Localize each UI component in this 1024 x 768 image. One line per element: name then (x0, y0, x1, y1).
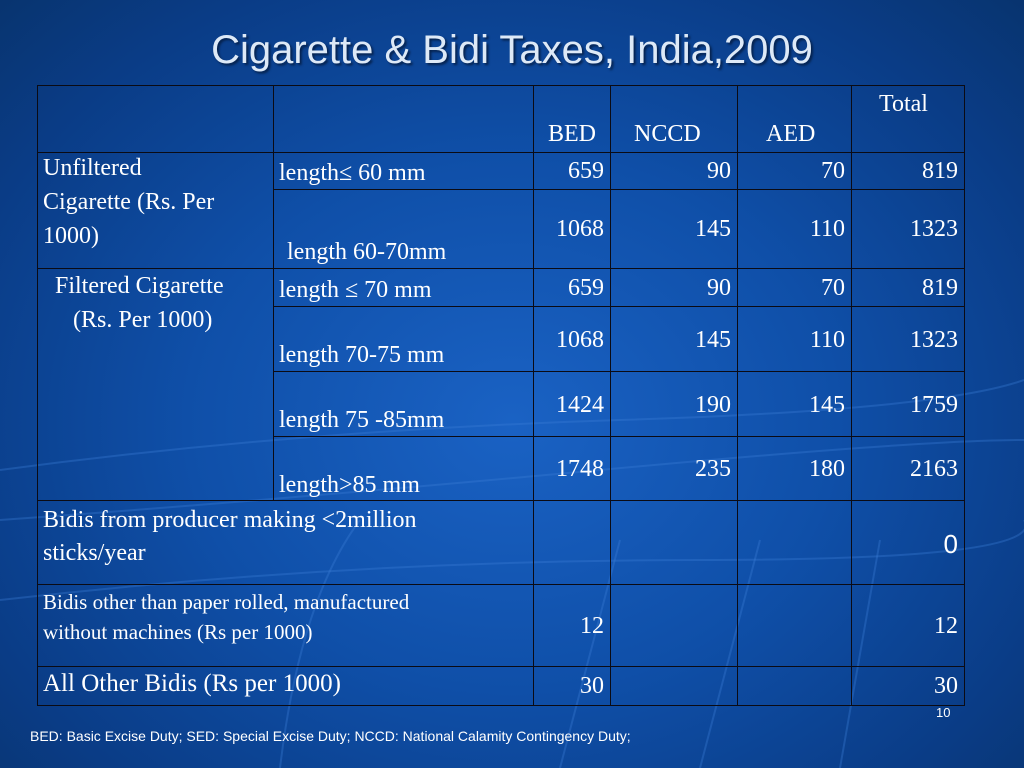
cell-bed: 30 (580, 673, 604, 699)
table-border (37, 666, 965, 667)
cell-total: 30 (934, 673, 958, 699)
header-nccd: NCCD (634, 121, 701, 147)
table-border (533, 85, 534, 705)
table-border (851, 85, 852, 705)
group-unfiltered-line3: 1000) (43, 223, 99, 249)
cell-nccd: 90 (707, 158, 731, 184)
cell-total: 2163 (910, 456, 958, 482)
cell-aed: 180 (809, 456, 845, 482)
group-filtered-line2: (Rs. Per 1000) (73, 307, 213, 333)
table-border (273, 85, 274, 500)
cell-aed: 110 (809, 216, 845, 242)
cell-total: 1759 (910, 392, 958, 418)
cell-total: 819 (922, 275, 958, 301)
table-border (273, 436, 965, 437)
cell-bed: 659 (568, 158, 604, 184)
cell-aed: 145 (809, 392, 845, 418)
bidi-label-line1: All Other Bidis (Rs per 1000) (43, 670, 341, 697)
bidi-label-line2: sticks/year (43, 540, 146, 566)
table-border (964, 85, 965, 705)
header-total: Total (879, 91, 928, 117)
row-label: length>85 mm (279, 472, 420, 498)
table-border (273, 152, 965, 153)
row-label: length 60-70mm (287, 239, 447, 265)
row-label: length ≤ 70 mm (279, 277, 432, 303)
table-border (273, 371, 965, 372)
table-border (37, 152, 274, 153)
table-border (37, 500, 965, 501)
table-border (37, 85, 38, 705)
row-label: length 75 -85mm (279, 407, 445, 433)
cell-bed: 12 (580, 613, 604, 639)
slide-title: Cigarette & Bidi Taxes, India,2009 (211, 28, 813, 72)
cell-nccd: 90 (707, 275, 731, 301)
table-border (610, 85, 611, 705)
cell-aed: 70 (821, 275, 845, 301)
table-border (37, 705, 965, 706)
cell-total: 0 (943, 529, 958, 559)
group-unfiltered-line1: Unfiltered (43, 155, 142, 181)
cell-nccd: 145 (695, 327, 731, 353)
cell-bed: 1068 (556, 327, 604, 353)
cell-nccd: 235 (695, 456, 731, 482)
row-label: length 70-75 mm (279, 342, 445, 368)
cell-bed: 1424 (556, 392, 604, 418)
cell-bed: 1068 (556, 216, 604, 242)
table-border (273, 306, 965, 307)
header-aed: AED (766, 121, 816, 147)
cell-bed: 659 (568, 275, 604, 301)
table-border (273, 189, 965, 190)
row-label: length≤ 60 mm (279, 160, 426, 186)
bidi-label-line2: without machines (Rs per 1000) (43, 620, 313, 644)
cell-total: 12 (934, 613, 958, 639)
cell-nccd: 190 (695, 392, 731, 418)
cell-total: 819 (922, 158, 958, 184)
table-border (37, 584, 965, 585)
cell-bed: 1748 (556, 456, 604, 482)
table-border (37, 268, 965, 269)
cell-total: 1323 (910, 216, 958, 242)
cell-total: 1323 (910, 327, 958, 353)
header-bed: BED (548, 121, 596, 147)
group-filtered-line1: Filtered Cigarette (55, 273, 224, 299)
table-border (37, 85, 965, 86)
cell-nccd: 145 (695, 216, 731, 242)
page-number: 10 (936, 705, 951, 720)
footnote: BED: Basic Excise Duty; SED: Special Exc… (30, 728, 631, 744)
bidi-label-line1: Bidis other than paper rolled, manufactu… (43, 590, 410, 614)
group-unfiltered-line2: Cigarette (Rs. Per (43, 189, 215, 215)
table-border (737, 85, 738, 705)
cell-aed: 70 (821, 158, 845, 184)
cell-aed: 110 (809, 327, 845, 353)
bidi-label-line1: Bidis from producer making <2million (43, 507, 417, 533)
